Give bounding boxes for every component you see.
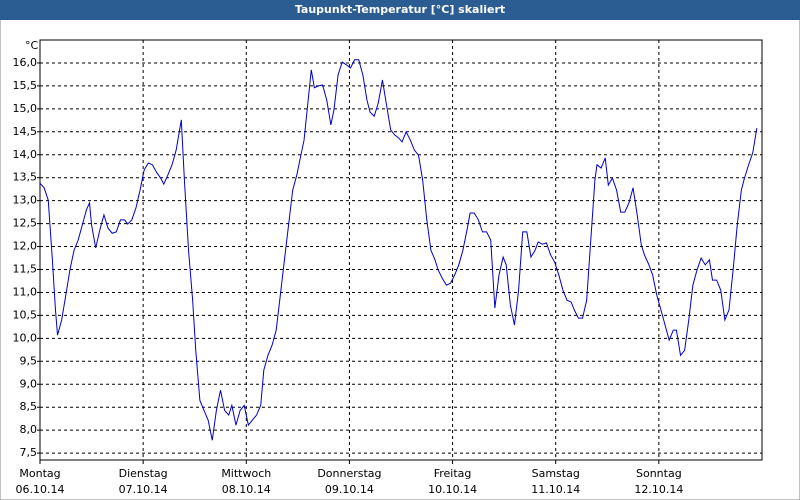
y-tick-label: 13,5: [13, 171, 38, 184]
x-tick-date: 10.10.14: [428, 483, 477, 496]
x-tick-label: Samstag: [532, 467, 580, 480]
data-line: [39, 59, 758, 441]
y-tick-label: 9,0: [20, 377, 38, 390]
x-tick-date: 11.10.14: [531, 483, 580, 496]
y-tick-label: 8,5: [20, 400, 38, 413]
x-tick-label: Sonntag: [636, 467, 682, 480]
x-tick-label: Freitag: [434, 467, 472, 480]
y-unit: °C: [25, 39, 39, 52]
y-tick-label: 14,5: [13, 125, 38, 138]
y-tick-label: 10,5: [13, 308, 38, 321]
x-tick-label: Mittwoch: [221, 467, 271, 480]
y-tick-label: 8,0: [20, 423, 38, 436]
y-tick-label: 14,0: [13, 148, 38, 161]
y-tick-label: 11,5: [13, 263, 38, 276]
y-tick-label: 11,0: [13, 285, 38, 298]
y-tick-label: 7,5: [20, 446, 38, 459]
y-tick-label: 16,0: [13, 56, 38, 69]
x-tick-date: 08.10.14: [222, 483, 271, 496]
x-tick-label: Donnerstag: [317, 467, 381, 480]
x-tick-date: 07.10.14: [119, 483, 168, 496]
x-tick-date: 09.10.14: [325, 483, 374, 496]
x-tick-label: Dienstag: [119, 467, 168, 480]
y-tick-label: 15,0: [13, 102, 38, 115]
x-tick-date: 12.10.14: [634, 483, 683, 496]
chart-title: Taupunkt-Temperatur [°C] skaliert: [295, 3, 505, 16]
x-tick-date: 06.10.14: [16, 483, 65, 496]
plot-border: [39, 39, 763, 461]
y-tick-label: 10,0: [13, 331, 38, 344]
y-tick-label: 13,0: [13, 194, 38, 207]
y-tick-label: 9,5: [20, 354, 38, 367]
x-tick-label: Montag: [19, 467, 60, 480]
y-tick-label: 12,0: [13, 240, 38, 253]
title-bar: [0, 0, 800, 20]
y-tick-label: 12,5: [13, 217, 38, 230]
y-tick-label: 15,5: [13, 79, 38, 92]
